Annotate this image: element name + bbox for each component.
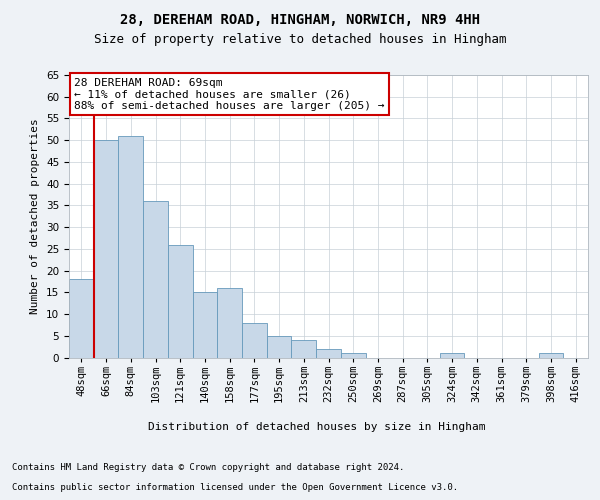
Text: 28, DEREHAM ROAD, HINGHAM, NORWICH, NR9 4HH: 28, DEREHAM ROAD, HINGHAM, NORWICH, NR9 … xyxy=(120,12,480,26)
Bar xyxy=(69,280,94,357)
Text: Contains public sector information licensed under the Open Government Licence v3: Contains public sector information licen… xyxy=(12,484,458,492)
Text: 28 DEREHAM ROAD: 69sqm
← 11% of detached houses are smaller (26)
88% of semi-det: 28 DEREHAM ROAD: 69sqm ← 11% of detached… xyxy=(74,78,385,111)
Bar xyxy=(539,353,563,358)
Bar xyxy=(143,201,168,358)
Bar xyxy=(440,353,464,358)
Text: Distribution of detached houses by size in Hingham: Distribution of detached houses by size … xyxy=(148,422,485,432)
Bar xyxy=(118,136,143,358)
Bar xyxy=(292,340,316,357)
Bar xyxy=(168,244,193,358)
Y-axis label: Number of detached properties: Number of detached properties xyxy=(31,118,40,314)
Bar xyxy=(94,140,118,358)
Bar xyxy=(217,288,242,358)
Bar xyxy=(267,336,292,357)
Bar xyxy=(341,353,365,358)
Text: Size of property relative to detached houses in Hingham: Size of property relative to detached ho… xyxy=(94,32,506,46)
Bar xyxy=(242,322,267,358)
Text: Contains HM Land Registry data © Crown copyright and database right 2024.: Contains HM Land Registry data © Crown c… xyxy=(12,464,404,472)
Bar xyxy=(316,349,341,358)
Bar xyxy=(193,292,217,358)
